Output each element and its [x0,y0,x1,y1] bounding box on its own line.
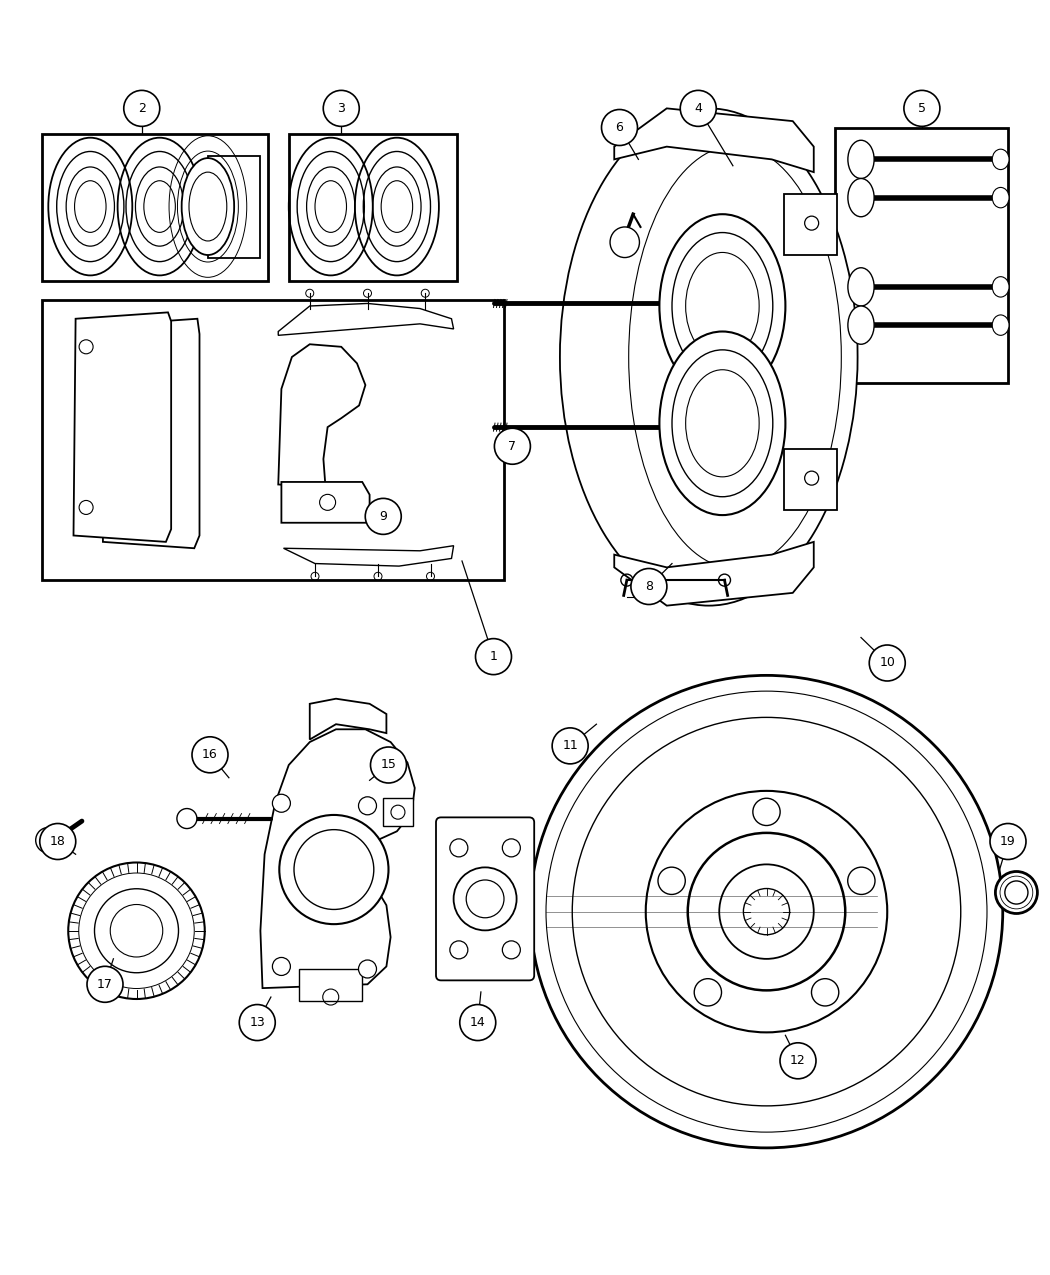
Circle shape [646,790,887,1033]
Circle shape [40,824,76,859]
Ellipse shape [659,332,785,515]
Bar [42,134,268,280]
Circle shape [272,958,291,975]
Text: 9: 9 [379,510,387,523]
Text: 11: 11 [563,740,579,752]
FancyBboxPatch shape [436,817,534,980]
Circle shape [454,867,517,931]
Circle shape [192,737,228,773]
Text: 14: 14 [470,1016,485,1029]
Text: 2: 2 [138,102,146,115]
Circle shape [239,1005,275,1040]
Circle shape [552,728,588,764]
Circle shape [502,839,521,857]
Ellipse shape [848,306,874,344]
Text: 13: 13 [250,1016,265,1029]
Polygon shape [74,312,171,542]
Circle shape [495,428,530,464]
Circle shape [272,794,291,812]
Text: 4: 4 [694,102,702,115]
Polygon shape [278,344,365,487]
Ellipse shape [992,277,1009,297]
Text: 19: 19 [1000,835,1016,848]
Text: 12: 12 [790,1054,806,1067]
Text: 6: 6 [615,121,624,134]
Bar [784,194,837,255]
Ellipse shape [992,187,1009,208]
Circle shape [631,569,667,604]
Ellipse shape [36,827,61,853]
Ellipse shape [992,315,1009,335]
Circle shape [176,808,197,829]
Ellipse shape [629,145,841,569]
Ellipse shape [848,268,874,306]
Ellipse shape [610,227,639,258]
Bar [42,300,504,580]
Bar [835,128,1008,382]
Text: 7: 7 [508,440,517,453]
Bar [299,969,362,1001]
Circle shape [124,91,160,126]
Text: 17: 17 [97,978,113,991]
Polygon shape [103,319,200,548]
Circle shape [530,676,1003,1148]
Circle shape [869,645,905,681]
Circle shape [476,639,511,674]
Circle shape [904,91,940,126]
Polygon shape [260,729,415,988]
Polygon shape [614,542,814,606]
Circle shape [68,862,205,1000]
Ellipse shape [848,179,874,217]
Circle shape [753,798,780,825]
Ellipse shape [560,108,858,606]
Circle shape [87,966,123,1002]
Circle shape [449,941,468,959]
Circle shape [323,91,359,126]
Circle shape [602,110,637,145]
Text: 16: 16 [202,748,218,761]
Circle shape [358,797,377,815]
Circle shape [279,815,388,924]
Polygon shape [614,108,814,172]
Circle shape [365,499,401,534]
Circle shape [680,91,716,126]
Circle shape [658,867,686,895]
Circle shape [460,1005,496,1040]
Circle shape [449,839,468,857]
Text: 10: 10 [879,657,896,669]
Polygon shape [310,699,386,740]
Circle shape [812,979,839,1006]
Text: 1: 1 [489,650,498,663]
Text: 15: 15 [380,759,397,771]
Bar [784,449,837,510]
Text: 5: 5 [918,102,926,115]
Circle shape [502,941,521,959]
Text: 18: 18 [49,835,66,848]
Circle shape [694,979,721,1006]
Circle shape [847,867,875,895]
Circle shape [358,960,377,978]
Bar [383,798,413,826]
Bar [208,156,260,258]
Polygon shape [281,482,370,523]
Ellipse shape [992,149,1009,170]
Ellipse shape [182,158,234,255]
Circle shape [371,747,406,783]
Text: 8: 8 [645,580,653,593]
Ellipse shape [848,140,874,178]
Bar [289,134,457,280]
Ellipse shape [659,214,785,398]
Circle shape [990,824,1026,859]
Text: 3: 3 [337,102,345,115]
Circle shape [780,1043,816,1079]
Circle shape [995,872,1037,913]
